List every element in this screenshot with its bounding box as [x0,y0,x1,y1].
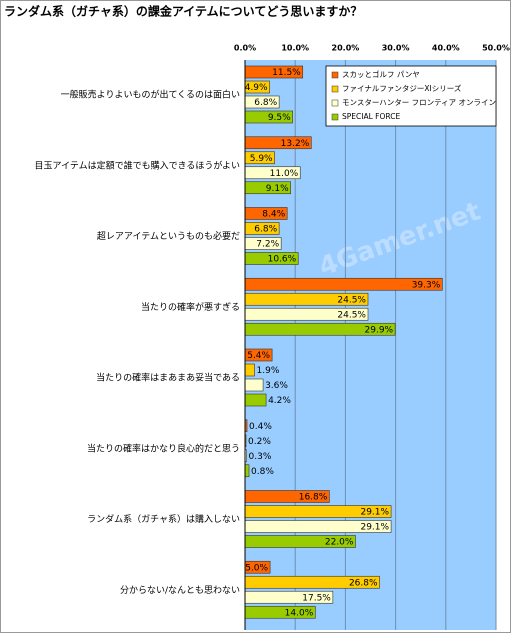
value-label: 9.5% [268,113,291,123]
value-label: 10.6% [268,255,297,265]
category-label: 分からない/なんとも思わない [120,585,240,596]
category-label: 当たりの確率はかなり良心的だと思う [87,442,240,454]
x-tick-label: 0.0% [234,44,256,53]
chart-title: ランダム系（ガチャ系）の課金アイテムについてどう思いますか？ [4,4,362,19]
category-label: 当たりの確率はまあまあ妥当である [96,372,240,384]
value-label: 7.2% [256,240,279,250]
value-label: 17.5% [302,593,331,603]
value-label: 29.9% [365,325,394,335]
value-label: 3.6% [265,381,288,391]
category-label: 超レアアイテムというものも必要だ [97,230,240,242]
legend-swatch [331,85,339,93]
value-label: 4.2% [268,396,291,406]
x-tick-label: 20.0% [332,44,360,53]
bar [244,363,255,377]
category-label: 当たりの確率が悪すぎる [141,301,240,313]
value-label: 1.9% [257,366,280,376]
value-label: 26.8% [349,578,378,588]
legend-label: SPECIAL FORCE [342,112,400,121]
value-label: 6.8% [254,225,277,235]
value-label: 11.5% [272,68,301,78]
plot-area [245,60,496,630]
value-label: 0.8% [251,467,274,477]
value-label: 11.0% [270,169,299,179]
value-label: 5.4% [247,351,270,361]
legend-swatch [331,113,339,121]
value-label: 0.3% [249,452,272,462]
value-label: 24.5% [337,310,366,320]
value-label: 0.4% [249,422,272,432]
category-label: ランダム系（ガチャ系）は購入しない [87,513,240,525]
value-label: 39.3% [412,280,441,290]
value-label: 5.9% [250,154,273,164]
value-label: 16.8% [299,493,328,503]
legend-swatch [331,71,339,79]
legend-swatch [331,99,339,107]
legend-label: ファイナルファンタジーXIシリーズ [342,83,462,93]
bar [244,393,267,407]
value-label: 24.5% [337,295,366,305]
value-label: 29.1% [360,508,389,518]
x-tick-label: 10.0% [281,44,309,53]
legend-label: モンスターハンター フロンティア オンライン [342,98,496,107]
x-tick-label: 40.0% [432,44,460,53]
value-label: 22.0% [325,538,354,548]
value-label: 14.0% [285,608,314,618]
value-label: 0.2% [248,437,271,447]
legend-box [325,65,497,127]
x-tick-label: 50.0% [482,44,510,53]
value-label: 4.9% [245,83,268,93]
bar [244,378,264,392]
legend-label: スカッとゴルフ パンヤ [342,69,420,79]
value-label: 9.1% [266,184,289,194]
bar [244,464,250,478]
x-tick-label: 30.0% [382,44,410,53]
value-label: 8.4% [262,210,285,220]
value-label: 5.0% [245,563,268,573]
category-label: 一般販売よりよいものが出てくるのは面白い [61,89,240,101]
category-label: 目玉アイテムは定額で誰でも購入できるほうがよい [35,159,240,171]
value-label: 13.2% [281,139,310,149]
value-label: 6.8% [254,98,277,108]
value-label: 29.1% [360,523,389,533]
